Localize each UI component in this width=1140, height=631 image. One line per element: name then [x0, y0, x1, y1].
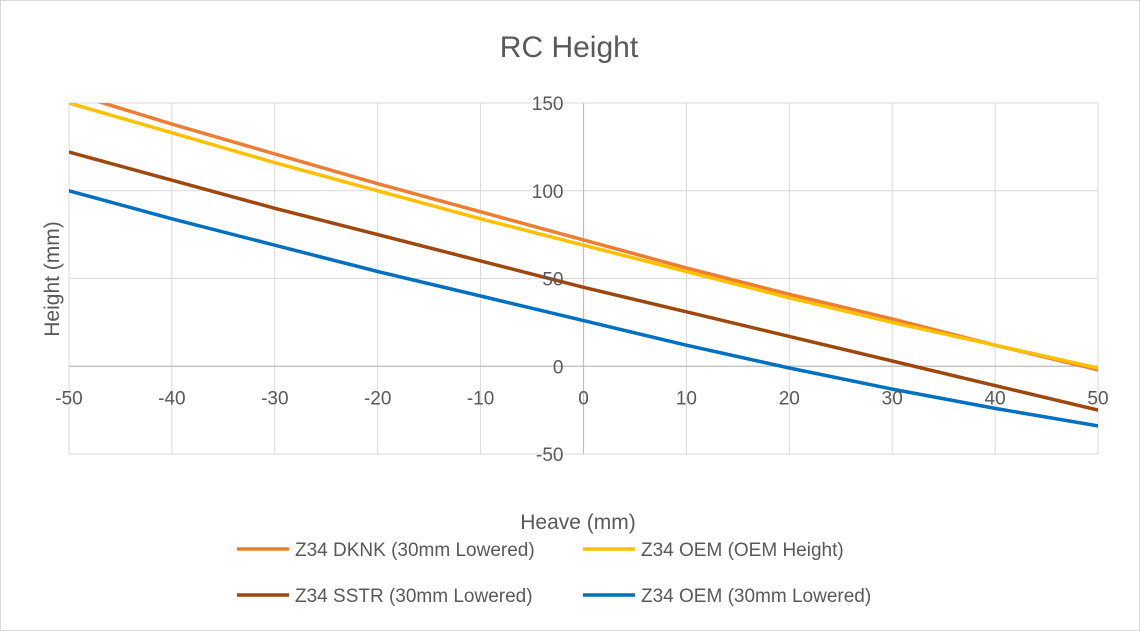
y-tick-label: 50	[542, 270, 563, 291]
x-tick-label: 30	[882, 388, 903, 409]
series-line-2	[69, 103, 1098, 370]
chart-title: RC Height	[500, 31, 639, 64]
x-tick-label: 10	[676, 388, 697, 409]
series-line-1	[97, 103, 1098, 372]
legend-label: Z34 OEM (30mm Lowered)	[641, 586, 871, 607]
y-tick-label: 100	[532, 182, 564, 203]
x-tick-label: 40	[985, 388, 1006, 409]
y-tick-label: 150	[532, 94, 564, 115]
series-line-4	[69, 189, 1098, 428]
y-tick-label: 0	[553, 357, 564, 378]
y-tick-label: -50	[536, 445, 563, 466]
x-tick-label: -40	[158, 388, 185, 409]
series-line-3	[69, 150, 1098, 412]
grid	[68, 102, 1099, 455]
legend-label: Z34 SSTR (30mm Lowered)	[295, 586, 533, 607]
series-lines	[69, 103, 1098, 428]
x-tick-label: 0	[578, 388, 589, 409]
tick-labels: -50 -40 -30 -20 -10 0 10 20 30 40 50 -50 0 50 100 150	[55, 94, 1108, 466]
x-tick-label: 50	[1087, 388, 1108, 409]
legend: Z34 DKNK (30mm Lowered) Z34 OEM (OEM Heig…	[237, 540, 871, 607]
x-tick-label: 20	[779, 388, 800, 409]
x-tick-label: -20	[364, 388, 391, 409]
x-tick-label: -30	[261, 388, 288, 409]
y-axis-title: Height (mm)	[41, 221, 64, 337]
x-tick-label: -10	[467, 388, 494, 409]
legend-label: Z34 DKNK (30mm Lowered)	[295, 540, 535, 561]
legend-label: Z34 OEM (OEM Height)	[641, 540, 844, 561]
x-axis-title: Heave (mm)	[520, 511, 636, 534]
x-tick-label: -50	[55, 388, 82, 409]
